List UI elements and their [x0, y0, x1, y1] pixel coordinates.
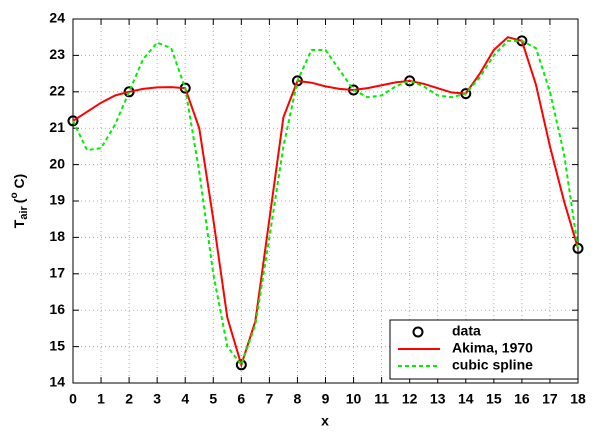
x-tick-label: 10	[346, 391, 362, 407]
y-axis-label: Tair (o C)	[9, 174, 30, 228]
y-tick-label: 22	[49, 83, 65, 99]
plot-frame	[72, 18, 579, 384]
y-tick-label: 19	[49, 192, 65, 208]
y-tick-label: 24	[49, 10, 65, 26]
x-tick-label: 16	[514, 391, 530, 407]
legend-label: cubic spline	[452, 357, 533, 373]
legend-marker	[412, 326, 424, 338]
x-tick-label: 2	[125, 391, 133, 407]
x-tick-label: 1	[97, 391, 105, 407]
y-tick-label: 17	[49, 265, 65, 281]
line	[72, 36, 579, 369]
y-label-sup: o	[9, 192, 20, 198]
x-tick-label: 8	[294, 391, 302, 407]
x-tick-label: 7	[265, 391, 273, 407]
x-tick-label: 18	[570, 391, 586, 407]
legend-label: data	[452, 323, 481, 339]
x-tick-label: 11	[374, 391, 389, 407]
y-tick-label: 20	[49, 155, 65, 171]
x-tick-label: 6	[237, 391, 245, 407]
data-point	[235, 359, 247, 371]
y-label-post: C)	[11, 174, 27, 193]
x-tick-label: 9	[322, 391, 330, 407]
y-tick-label: 23	[49, 46, 65, 62]
x-tick-label: 5	[209, 391, 217, 407]
x-tick-label: 0	[69, 391, 77, 407]
x-tick-label: 3	[153, 391, 161, 407]
legend-label: Akima, 1970	[452, 340, 533, 356]
x-tick-label: 14	[458, 391, 474, 407]
x-tick-label: 15	[486, 391, 502, 407]
x-tick-label: 4	[181, 391, 189, 407]
data-point	[67, 115, 79, 127]
x-tick-label: 13	[430, 391, 446, 407]
y-tick-label: 14	[49, 374, 65, 390]
y-label-pre: (	[11, 198, 27, 203]
y-label-main: T	[11, 219, 27, 228]
x-axis-label: x	[321, 413, 329, 429]
y-tick-label: 16	[49, 301, 65, 317]
line	[72, 39, 579, 367]
y-label-sub: air	[18, 206, 30, 220]
x-tick-label: 12	[402, 391, 418, 407]
y-tick-label: 21	[49, 119, 65, 135]
x-tick-label: 17	[542, 391, 558, 407]
y-tick-label: 18	[49, 228, 65, 244]
y-tick-label: 15	[49, 337, 65, 353]
